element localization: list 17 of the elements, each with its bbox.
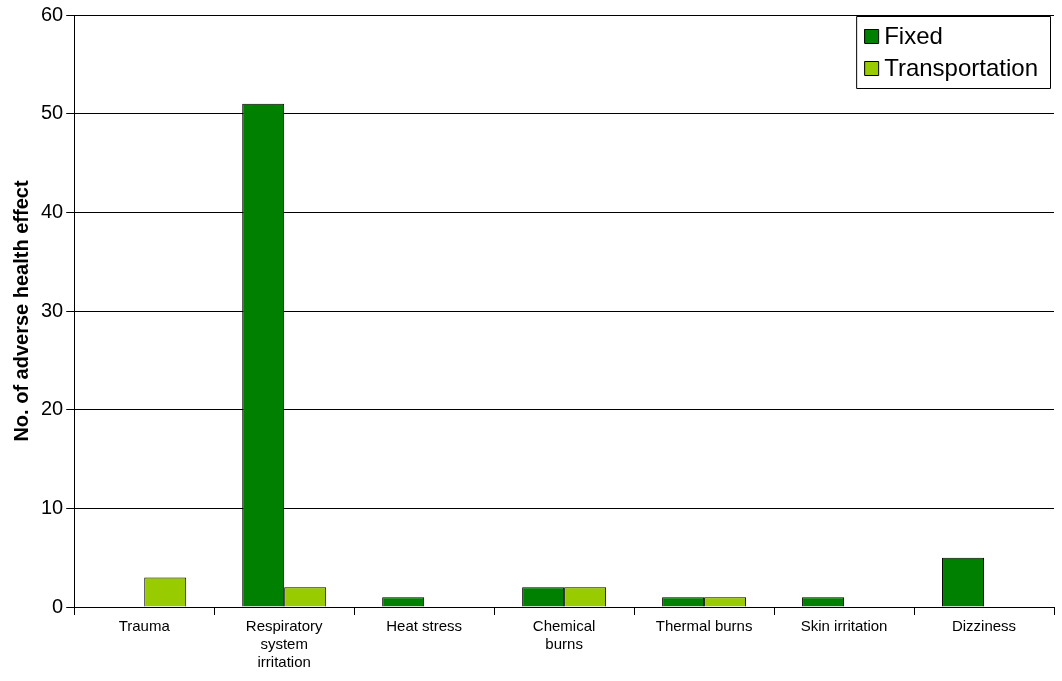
y-tick-label: 30 (41, 298, 64, 321)
x-tick-label: Heat stress (386, 617, 463, 635)
y-tick-label: 10 (41, 495, 64, 518)
x-tick-label: Trauma (118, 617, 171, 635)
y-tick-label: 60 (41, 2, 64, 25)
x-tick-label: Respiratory system irritation (245, 617, 324, 671)
x-tick-label: Chemical burns (532, 617, 596, 653)
y-tick-label: 20 (41, 397, 64, 420)
legend-label: Fixed (884, 21, 943, 49)
y-tick-label: 0 (52, 594, 64, 617)
y-tick-label: 40 (41, 199, 64, 222)
x-tick-label: Thermal burns (655, 617, 753, 635)
x-tick-label: Dizziness (951, 617, 1017, 635)
y-tick-label: 50 (41, 101, 64, 124)
x-tick-label: Skin irritation (800, 617, 888, 635)
legend-label: Transportation (884, 53, 1038, 81)
y-axis-title: No. of adverse health effect (9, 180, 32, 442)
